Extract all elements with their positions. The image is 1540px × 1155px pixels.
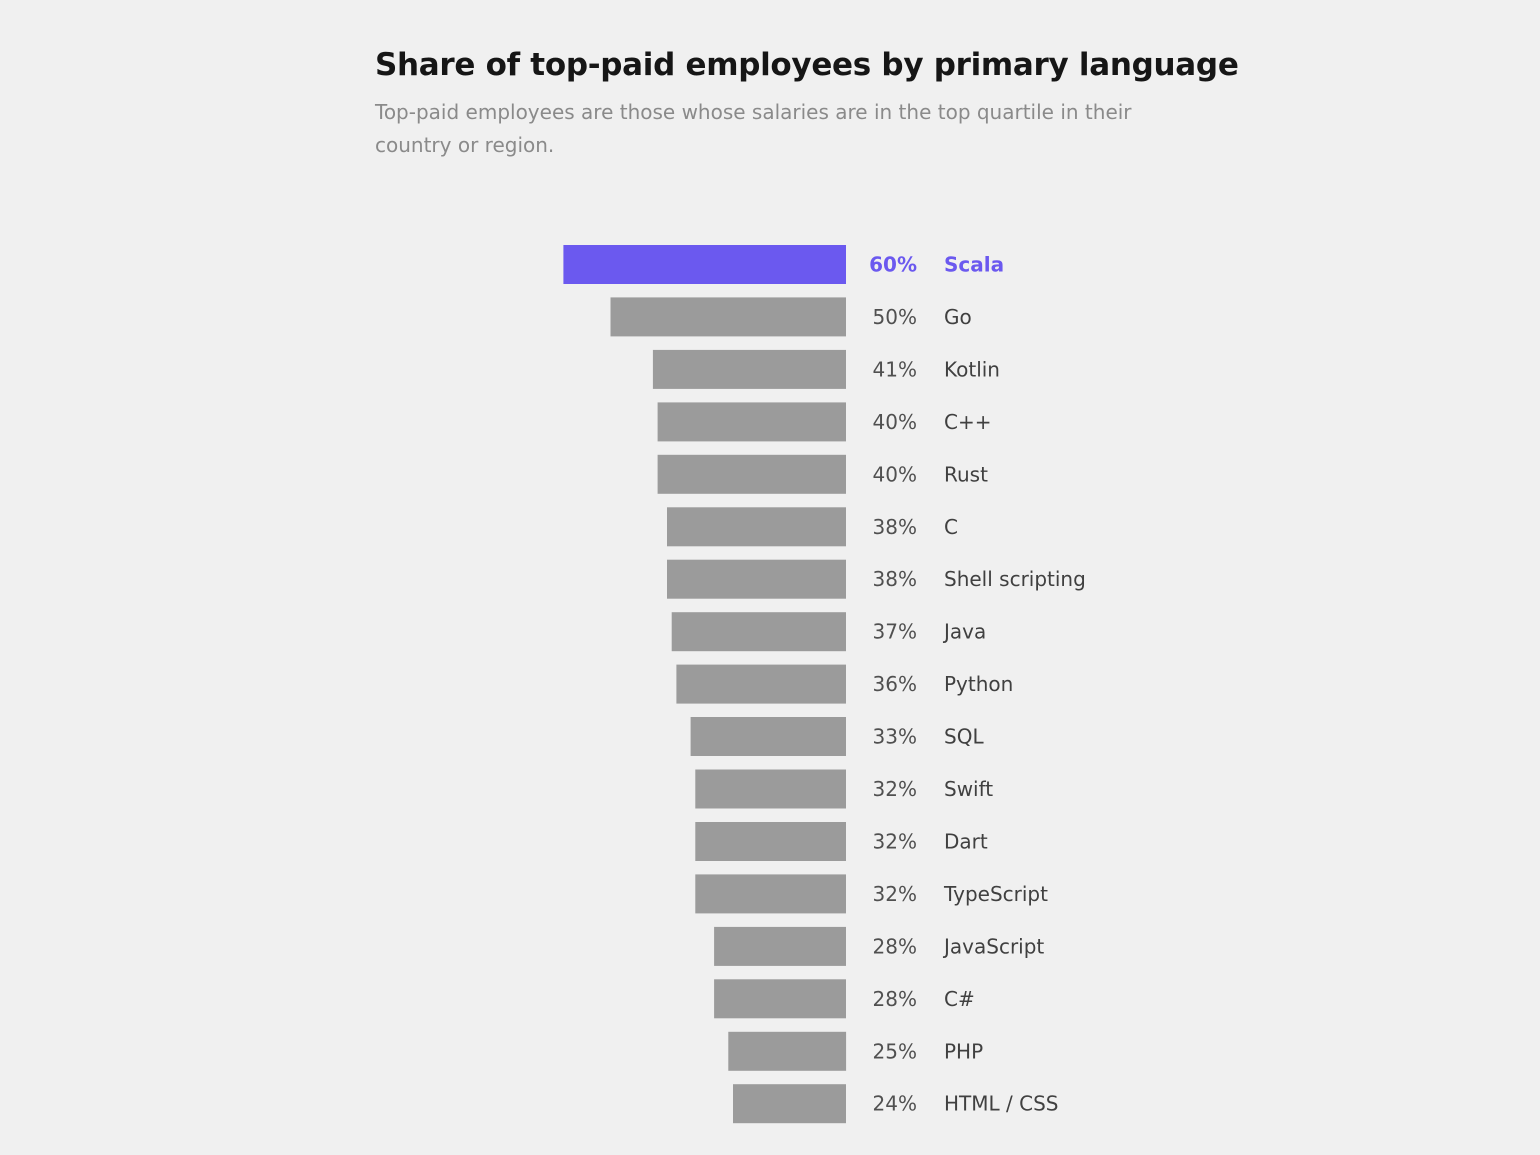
value-label: 25% bbox=[873, 1039, 917, 1063]
category-label: Kotlin bbox=[944, 357, 1000, 381]
category-label: Swift bbox=[944, 777, 993, 801]
bar-kotlin bbox=[652, 349, 846, 389]
chart-subtitle: Top-paid employees are those whose salar… bbox=[375, 100, 1132, 157]
category-label: C bbox=[944, 515, 958, 539]
category-label: Scala bbox=[944, 253, 1004, 277]
category-label: Rust bbox=[944, 462, 988, 486]
category-label: Shell scripting bbox=[944, 567, 1086, 591]
value-label: 41% bbox=[873, 357, 917, 381]
category-label: PHP bbox=[944, 1039, 983, 1063]
value-label: 32% bbox=[873, 882, 917, 906]
value-label: 28% bbox=[873, 934, 917, 958]
bar-c- bbox=[657, 402, 846, 442]
category-label: Python bbox=[944, 672, 1013, 696]
value-label: 28% bbox=[873, 987, 917, 1011]
value-label: 38% bbox=[873, 567, 917, 591]
bar-c bbox=[667, 507, 846, 547]
bar-sql bbox=[690, 717, 846, 756]
category-label: C++ bbox=[944, 410, 991, 434]
value-label: 40% bbox=[873, 410, 917, 434]
value-label: 36% bbox=[873, 672, 917, 696]
bar-swift bbox=[695, 769, 846, 809]
category-label: SQL bbox=[944, 725, 984, 749]
category-label: JavaScript bbox=[942, 934, 1044, 958]
bar-javascript bbox=[714, 926, 846, 966]
chart-title: Share of top-paid employees by primary l… bbox=[375, 47, 1239, 83]
category-label: Java bbox=[942, 620, 986, 644]
category-label: C# bbox=[944, 987, 975, 1011]
bar-typescript bbox=[695, 874, 846, 914]
value-label: 38% bbox=[873, 515, 917, 539]
category-label: Go bbox=[944, 305, 972, 329]
bar-scala bbox=[563, 245, 846, 284]
bar-html-css bbox=[733, 1084, 846, 1124]
value-label: 33% bbox=[873, 725, 917, 749]
value-label: 60% bbox=[869, 253, 917, 277]
bar-dart bbox=[695, 822, 846, 861]
bar-shell-scripting bbox=[667, 559, 846, 599]
bar-python bbox=[676, 664, 846, 704]
bar-go bbox=[610, 297, 846, 337]
value-label: 50% bbox=[873, 305, 917, 329]
value-label: 24% bbox=[873, 1092, 917, 1116]
category-label: Dart bbox=[944, 830, 988, 854]
value-label: 32% bbox=[873, 777, 917, 801]
bar-php bbox=[728, 1031, 847, 1071]
bar-java bbox=[671, 612, 846, 652]
category-label: TypeScript bbox=[943, 882, 1048, 906]
bar-c- bbox=[714, 979, 846, 1019]
value-label: 32% bbox=[873, 830, 917, 854]
category-label: HTML / CSS bbox=[944, 1092, 1058, 1116]
value-label: 40% bbox=[873, 462, 917, 486]
bar-rust bbox=[657, 454, 846, 494]
value-label: 37% bbox=[873, 620, 917, 644]
